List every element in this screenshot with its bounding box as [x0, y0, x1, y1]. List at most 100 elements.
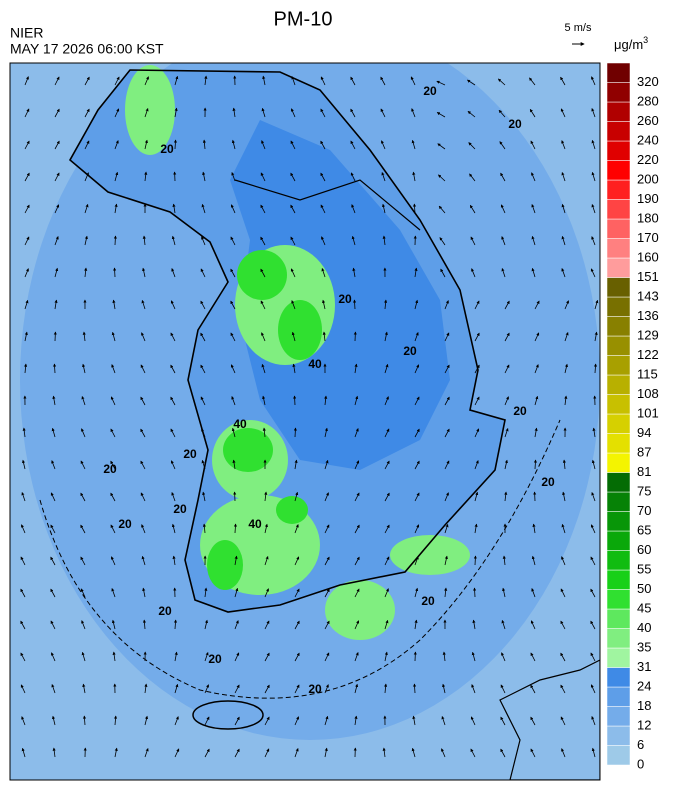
- colorbar-label: 136: [637, 308, 659, 323]
- wind-arrow: [294, 588, 300, 598]
- wind-arrow: [204, 716, 210, 726]
- wind-arrow: [412, 171, 416, 182]
- wind-arrow: [84, 76, 90, 86]
- wind-arrow: [384, 460, 390, 470]
- wind-arrow: [54, 236, 59, 246]
- wind-arrow: [593, 363, 598, 374]
- wind-arrow: [591, 171, 596, 182]
- wind-arrow: [234, 620, 239, 630]
- colorbar-box: [606, 628, 631, 649]
- wind-arrow: [200, 300, 206, 310]
- wind-arrow: [501, 652, 506, 662]
- wind-arrow: [201, 203, 206, 214]
- colorbar-label: 24: [637, 678, 651, 693]
- wind-arrow: [202, 523, 206, 534]
- wind-arrow: [438, 174, 446, 182]
- wind-arrow: [324, 684, 329, 694]
- wind-arrow: [232, 107, 236, 118]
- wind-arrow: [504, 459, 508, 470]
- wind-arrow: [532, 523, 536, 534]
- wind-arrow: [530, 620, 536, 630]
- coastline: [68, 69, 506, 613]
- wind-arrow: [141, 299, 146, 310]
- legend-unit: μg/m3: [614, 35, 648, 52]
- wind-arrow: [140, 396, 146, 406]
- wind-scale-label: 5 m/s: [565, 22, 592, 34]
- colorbar-label: 65: [637, 522, 651, 537]
- wind-arrow: [444, 460, 450, 470]
- wind-arrow: [322, 299, 326, 310]
- contour-label: 20: [103, 462, 117, 476]
- wind-arrow: [590, 588, 596, 598]
- wind-arrow: [474, 396, 480, 406]
- wind-arrow: [51, 652, 56, 662]
- wind-arrow: [82, 363, 86, 374]
- wind-arrow: [531, 555, 536, 566]
- wind-arrow: [82, 715, 87, 726]
- wind-arrow: [561, 268, 566, 278]
- wind-arrow: [414, 396, 420, 406]
- wind-arrow: [590, 684, 596, 694]
- wind-arrow: [112, 651, 116, 662]
- wind-arrow: [204, 684, 209, 694]
- wind-arrow: [294, 716, 300, 726]
- wind-arrow: [384, 524, 390, 534]
- wind-arrow: [561, 171, 566, 182]
- colorbar-label: 129: [637, 327, 659, 342]
- colorbar-box: [606, 121, 631, 142]
- wind-arrow: [84, 140, 90, 150]
- wind-arrow: [561, 235, 566, 246]
- colorbar-box: [606, 530, 631, 551]
- wind-arrow: [591, 139, 596, 150]
- wind-arrow: [591, 716, 596, 726]
- wind-arrow: [290, 140, 296, 150]
- wind-arrow: [290, 236, 296, 246]
- wind-arrow: [414, 428, 420, 438]
- wind-arrow: [204, 619, 209, 630]
- wind-arrow: [324, 427, 328, 438]
- wind-arrow: [20, 620, 26, 630]
- wind-arrow: [144, 107, 149, 118]
- wind-arrow: [562, 491, 566, 502]
- wind-arrow: [414, 587, 419, 598]
- colorbar-label: 122: [637, 347, 659, 362]
- wind-arrow: [171, 268, 176, 278]
- wind-arrow: [84, 172, 89, 182]
- wind-arrow: [51, 460, 56, 470]
- wind-arrow: [110, 524, 116, 534]
- wind-arrow: [382, 747, 386, 758]
- wind-arrow: [114, 203, 118, 214]
- wind-arrow: [292, 363, 296, 374]
- wind-arrow: [172, 555, 176, 566]
- wind-arrow: [504, 364, 510, 374]
- wind-arrow: [230, 300, 236, 310]
- wind-arrow: [590, 524, 596, 534]
- wind-arrow: [293, 395, 297, 406]
- wind-arrow: [591, 76, 596, 86]
- wind-arrow: [261, 363, 266, 374]
- wind-arrow: [444, 587, 448, 598]
- wind-arrow: [24, 331, 28, 342]
- wind-arrow: [170, 364, 176, 374]
- wind-arrow: [504, 300, 510, 310]
- wind-arrow: [591, 236, 596, 246]
- wind-arrow: [24, 108, 30, 118]
- wind-arrow: [500, 748, 506, 758]
- wind-arrow: [442, 683, 446, 694]
- contour-label: 20: [423, 84, 437, 98]
- wind-arrow: [320, 172, 326, 182]
- wind-arrow: [444, 364, 450, 374]
- colorbar-box: [606, 394, 631, 415]
- wind-arrow: [591, 459, 596, 470]
- wind-arrow: [501, 236, 506, 246]
- wind-arrow: [444, 555, 448, 566]
- wind-arrow: [230, 364, 236, 374]
- wind-arrow: [260, 204, 266, 214]
- wind-arrow: [171, 523, 176, 534]
- wind-arrow: [320, 108, 326, 118]
- wind-arrow: [173, 139, 178, 150]
- wind-arrow: [502, 555, 506, 566]
- colorbar-box: [606, 452, 631, 473]
- wind-arrow: [350, 172, 356, 182]
- wind-arrow: [591, 203, 596, 214]
